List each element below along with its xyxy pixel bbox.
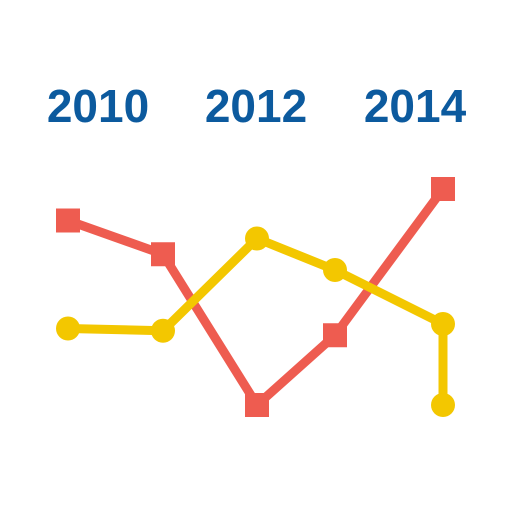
series-1-point-2 — [151, 242, 175, 267]
series-1-point-3 — [245, 393, 269, 417]
series-2-point-2 — [151, 318, 175, 343]
year-label-2012: 2012 — [205, 80, 307, 132]
series-2-point-5 — [431, 312, 455, 336]
series-layer — [56, 177, 455, 417]
series-1-point-4 — [323, 323, 347, 348]
series-2-point-4 — [323, 258, 347, 282]
series-2-line — [63, 234, 448, 410]
series-1-point-1 — [56, 208, 80, 233]
series-2-point-3 — [245, 226, 269, 251]
series-2-point-1 — [56, 316, 80, 341]
year-label-2010: 2010 — [47, 80, 149, 132]
series-2-point-6 — [431, 393, 455, 417]
year-label-2014: 2014 — [364, 80, 467, 132]
series-1-point-5 — [431, 177, 455, 201]
year-labels: 2010 2012 2014 — [47, 80, 467, 132]
